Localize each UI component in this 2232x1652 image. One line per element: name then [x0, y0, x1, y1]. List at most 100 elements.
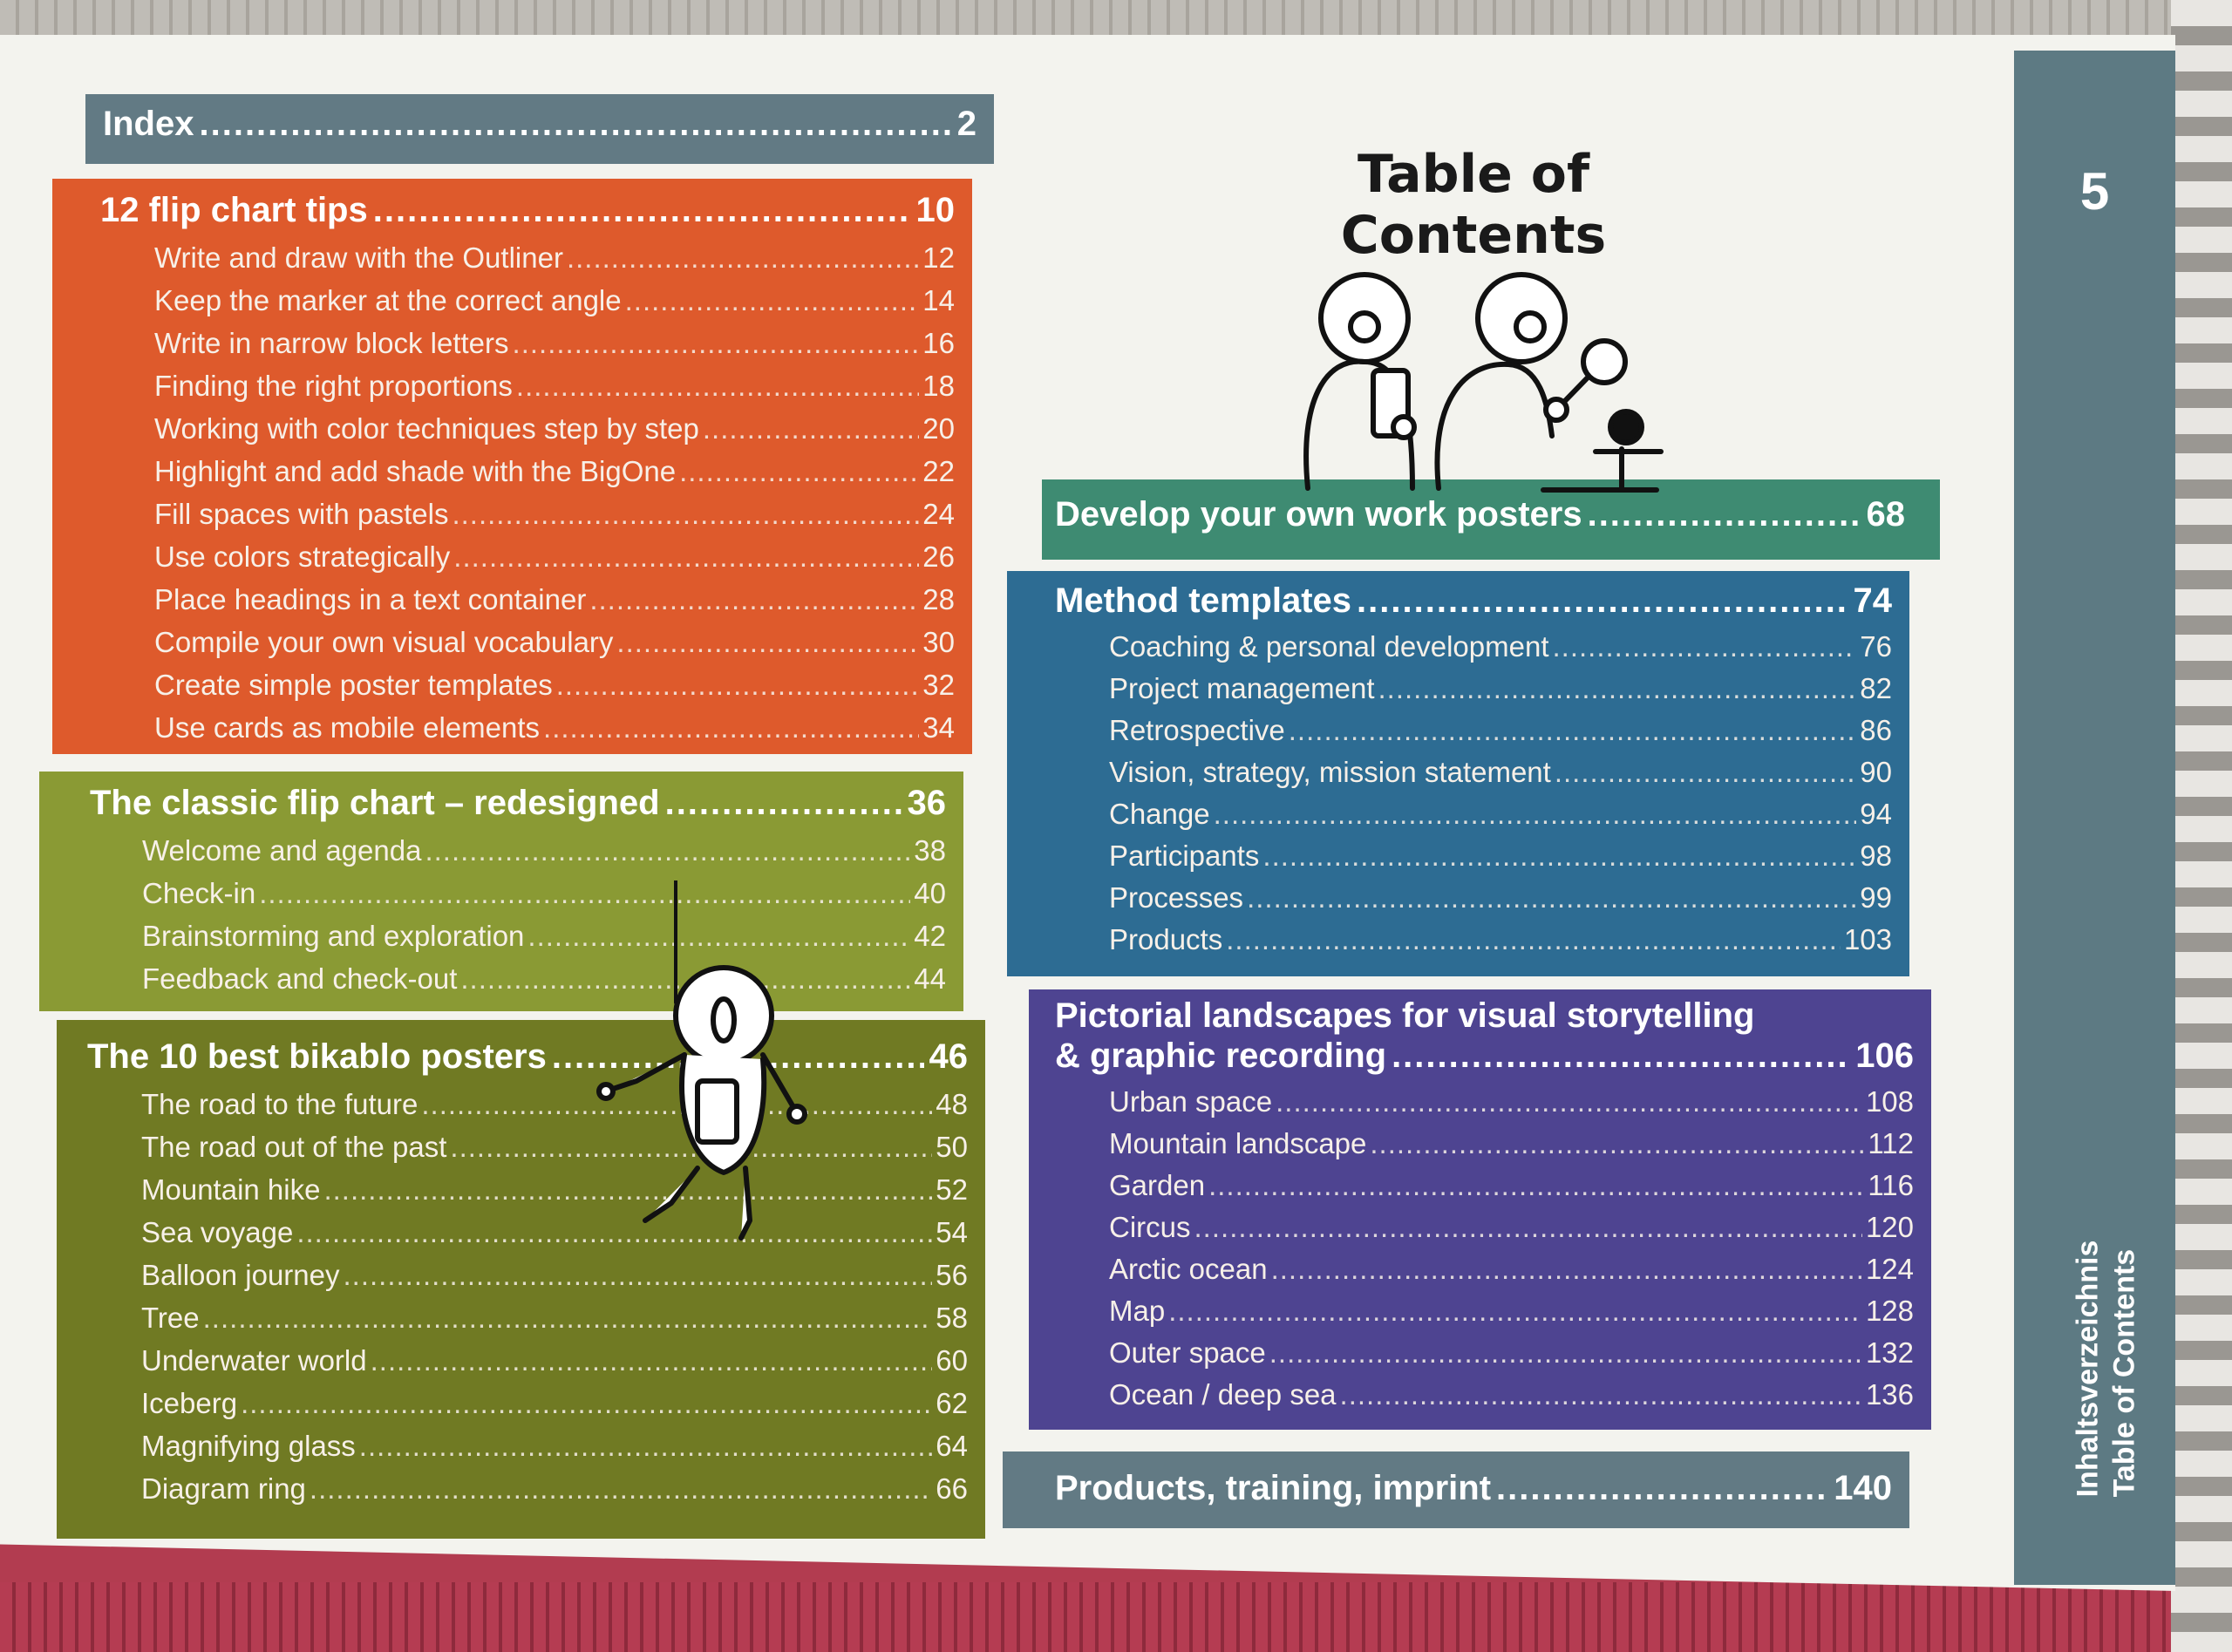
subentry-title: Write in narrow block letters [154, 327, 509, 359]
toc-subentry[interactable]: Retrospective 86 [1055, 714, 1892, 756]
subentry-page: 52 [936, 1173, 968, 1206]
toc-subentry[interactable]: Mountain landscape 112 [1055, 1127, 1914, 1169]
toc-subentry[interactable]: Arctic ocean 124 [1055, 1253, 1914, 1295]
toc-entry[interactable]: The 10 best bikablo posters 46 [87, 1037, 968, 1088]
toc-subentry[interactable]: Check-in 40 [90, 877, 946, 920]
toc-subentry[interactable]: The road to the future 48 [87, 1088, 968, 1131]
toc-subentry[interactable]: Use colors strategically 26 [100, 540, 955, 583]
toc-subentry[interactable]: Welcome and agenda 38 [90, 834, 946, 877]
toc-subentry[interactable]: Ocean / deep sea 136 [1055, 1378, 1914, 1420]
toc-subentry[interactable]: Change 94 [1055, 798, 1892, 840]
leader-dots [703, 412, 919, 445]
toc-subentry[interactable]: Feedback and check-out 44 [90, 962, 946, 1005]
toc-subentry[interactable]: Diagram ring 66 [87, 1472, 968, 1515]
toc-subentry[interactable]: Underwater world 60 [87, 1344, 968, 1387]
toc-subentry[interactable]: Working with color techniques step by st… [100, 412, 955, 455]
toc-subentry[interactable]: Balloon journey 56 [87, 1259, 968, 1302]
entry-list: Welcome and agenda 38 Check-in 40 Brainstorm… [90, 834, 946, 1005]
subentry-title: Participants [1109, 840, 1260, 872]
entry-title: Method templates [1055, 581, 1352, 620]
page-number: 5 [2079, 162, 2110, 221]
toc-subentry[interactable]: Outer space 132 [1055, 1336, 1914, 1378]
toc-subentry[interactable]: Compile your own visual vocabulary 30 [100, 626, 955, 669]
subentry-page: 86 [1860, 714, 1892, 746]
toc-subentry[interactable]: Keep the marker at the correct angle 14 [100, 284, 955, 327]
leader-dots [344, 1259, 933, 1292]
subentry-title: Retrospective [1109, 714, 1285, 746]
subentry-page: 12 [922, 241, 955, 274]
leader-dots [1553, 630, 1857, 663]
toc-subentry[interactable]: Iceberg 62 [87, 1387, 968, 1430]
toc-subentry[interactable]: Write in narrow block letters 16 [100, 327, 955, 370]
toc-subentry[interactable]: Brainstorming and exploration 42 [90, 920, 946, 962]
subentry-page: 40 [914, 877, 946, 909]
subentry-title: Tree [141, 1302, 200, 1334]
leader-dots [616, 626, 919, 659]
subentry-title: Sea voyage [141, 1216, 294, 1248]
leader-dots [310, 1472, 932, 1506]
toc-subentry[interactable]: Participants 98 [1055, 840, 1892, 881]
toc-subentry[interactable]: Circus 120 [1055, 1211, 1914, 1253]
toc-entry[interactable]: Develop your own work posters 68 [1055, 495, 1905, 534]
toc-subentry[interactable]: Create simple poster templates 32 [100, 669, 955, 711]
toc-subentry[interactable]: Processes 99 [1055, 881, 1892, 923]
entry-page: 74 [1853, 581, 1893, 620]
subentry-page: 94 [1860, 798, 1892, 830]
entry-title: Index [103, 105, 194, 143]
toc-subentry[interactable]: Sea voyage 54 [87, 1216, 968, 1259]
leader-dots [1340, 1378, 1862, 1411]
subentry-page: 66 [936, 1472, 968, 1505]
toc-subentry[interactable]: Tree 58 [87, 1302, 968, 1344]
entry-page: 106 [1855, 1037, 1914, 1075]
leader-dots [1496, 1469, 1828, 1508]
toc-entry[interactable]: Products, training, imprint 140 [1055, 1469, 1892, 1508]
subentry-page: 16 [922, 327, 955, 359]
toc-subentry[interactable]: Fill spaces with pastels 24 [100, 498, 955, 540]
leader-dots [516, 370, 919, 403]
toc-entry[interactable]: 12 flip chart tips 10 [100, 191, 955, 241]
toc-subentry[interactable]: Products 103 [1055, 923, 1892, 965]
toc-entry[interactable]: Method templates 74 [1055, 581, 1892, 630]
toc-subentry[interactable]: Garden 116 [1055, 1169, 1914, 1211]
subentry-title: Circus [1109, 1211, 1191, 1243]
subentry-page: 82 [1860, 672, 1892, 704]
subentry-title: Magnifying glass [141, 1430, 356, 1462]
chapter-tab-strip [2014, 51, 2175, 1585]
subentry-page: 14 [922, 284, 955, 316]
toc-subentry[interactable]: The road out of the past 50 [87, 1131, 968, 1173]
entry-page: 36 [907, 784, 947, 822]
toc-subentry[interactable]: Place headings in a text container 28 [100, 583, 955, 626]
leader-dots [1555, 756, 1856, 789]
toc-entry[interactable]: Index 2 [103, 105, 976, 144]
toc-subentry[interactable]: Use cards as mobile elements 34 [100, 711, 955, 754]
entry-page: 68 [1866, 495, 1906, 534]
subentry-title: Project management [1109, 672, 1375, 704]
toc-subentry[interactable]: Map 128 [1055, 1295, 1914, 1336]
subentry-title: Fill spaces with pastels [154, 498, 449, 530]
side-label-english: Table of Contents [2107, 1248, 2140, 1498]
toc-subentry[interactable]: Project management 82 [1055, 672, 1892, 714]
toc-subentry[interactable]: Finding the right proportions 18 [100, 370, 955, 412]
toc-subentry[interactable]: Highlight and add shade with the BigOne 2… [100, 455, 955, 498]
entry-list: The road to the future 48 The road out of … [87, 1088, 968, 1515]
toc-subentry[interactable]: Vision, strategy, mission statement 90 [1055, 756, 1892, 798]
entry-title: Develop your own work posters [1055, 495, 1582, 534]
toc-subentry[interactable]: Magnifying glass 64 [87, 1430, 968, 1472]
subentry-page: 112 [1868, 1127, 1914, 1159]
toc-subentry[interactable]: Mountain hike 52 [87, 1173, 968, 1216]
toc-entry[interactable]: The classic flip chart – redesigned 36 [90, 784, 946, 834]
subentry-title: Balloon journey [141, 1259, 340, 1291]
subentry-title: Iceberg [141, 1387, 238, 1419]
subentry-title: Feedback and check-out [142, 962, 458, 995]
toc-subentry[interactable]: Write and draw with the Outliner 12 [100, 241, 955, 284]
toc-subentry[interactable]: Urban space 108 [1055, 1085, 1914, 1127]
subentry-title: Products [1109, 923, 1223, 955]
entry-title-line1[interactable]: Pictorial landscapes for visual storytel… [1055, 996, 1755, 1035]
leader-dots [543, 711, 919, 744]
toc-subentry[interactable]: Coaching & personal development 76 [1055, 630, 1892, 672]
leader-dots [453, 540, 919, 574]
toc-entry[interactable]: & graphic recording 106 [1055, 1037, 1914, 1085]
subentry-page: 76 [1860, 630, 1892, 663]
fabric-background-bottom [0, 1582, 2232, 1652]
subentry-title: Mountain landscape [1109, 1127, 1367, 1159]
